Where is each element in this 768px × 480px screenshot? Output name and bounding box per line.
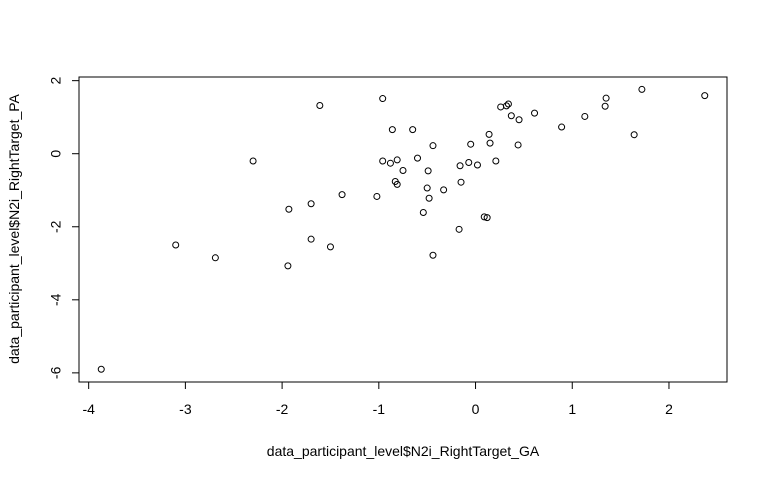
data-point	[424, 167, 432, 175]
data-point	[455, 225, 463, 233]
data-point	[429, 251, 437, 259]
data-point	[172, 241, 180, 249]
data-point	[486, 139, 494, 147]
x-axis: -4 -3 -2 -1 0 1 2	[82, 381, 673, 417]
data-point	[429, 142, 437, 150]
data-point	[483, 214, 491, 222]
plot-frame	[78, 76, 728, 383]
data-point	[457, 178, 465, 186]
data-point	[473, 161, 481, 169]
data-point	[492, 157, 500, 165]
data-point	[249, 157, 257, 165]
data-point	[379, 157, 387, 165]
x-tick-label: -1	[373, 401, 386, 417]
data-point	[211, 254, 219, 262]
data-point	[504, 100, 512, 108]
data-point	[307, 200, 315, 208]
data-point	[399, 167, 407, 175]
data-point	[558, 123, 566, 131]
data-point	[601, 102, 609, 110]
y-tick-label: 2	[48, 77, 64, 85]
data-point	[414, 154, 422, 162]
data-point	[602, 94, 610, 102]
data-point	[284, 262, 292, 270]
data-point	[467, 140, 475, 148]
data-point	[514, 141, 522, 149]
data-points	[97, 85, 709, 373]
x-tick-label: 1	[568, 401, 576, 417]
data-point	[701, 92, 709, 100]
data-point	[502, 102, 510, 110]
y-axis-title: data_participant_level$N2i_RightTarget_P…	[6, 93, 22, 363]
y-tick-label: -4	[48, 293, 64, 306]
y-tick-label: 0	[48, 150, 64, 158]
x-tick-label: 2	[665, 401, 673, 417]
data-point	[379, 95, 387, 103]
data-point	[393, 180, 401, 188]
x-tick-label: -4	[82, 401, 95, 417]
y-tick-label: -2	[48, 220, 64, 233]
data-point	[531, 109, 539, 117]
data-point	[373, 192, 381, 200]
data-point	[393, 156, 401, 164]
data-point	[307, 235, 315, 243]
y-axis: -6 -4 -2 0 2	[48, 77, 80, 379]
data-point	[97, 365, 105, 373]
data-point	[581, 112, 589, 120]
data-point	[423, 184, 431, 192]
data-point	[409, 126, 417, 134]
data-point	[419, 209, 427, 217]
x-tick-label: -3	[179, 401, 192, 417]
data-point	[465, 158, 473, 166]
data-point	[515, 116, 523, 124]
x-tick-label: 0	[472, 401, 480, 417]
data-point	[425, 194, 433, 202]
data-point	[338, 191, 346, 199]
data-point	[638, 85, 646, 93]
data-point	[485, 130, 493, 138]
data-point	[480, 213, 488, 221]
data-point	[497, 103, 505, 111]
data-point	[386, 159, 394, 167]
data-point	[326, 243, 334, 251]
data-point	[507, 112, 515, 120]
y-tick-label: -6	[48, 366, 64, 379]
data-point	[388, 126, 396, 134]
x-tick-label: -2	[276, 401, 289, 417]
data-point	[440, 186, 448, 194]
data-point	[456, 162, 464, 170]
data-point	[285, 205, 293, 213]
data-point	[630, 131, 638, 139]
x-axis-title: data_participant_level$N2i_RightTarget_G…	[267, 443, 540, 459]
data-point	[316, 101, 324, 109]
